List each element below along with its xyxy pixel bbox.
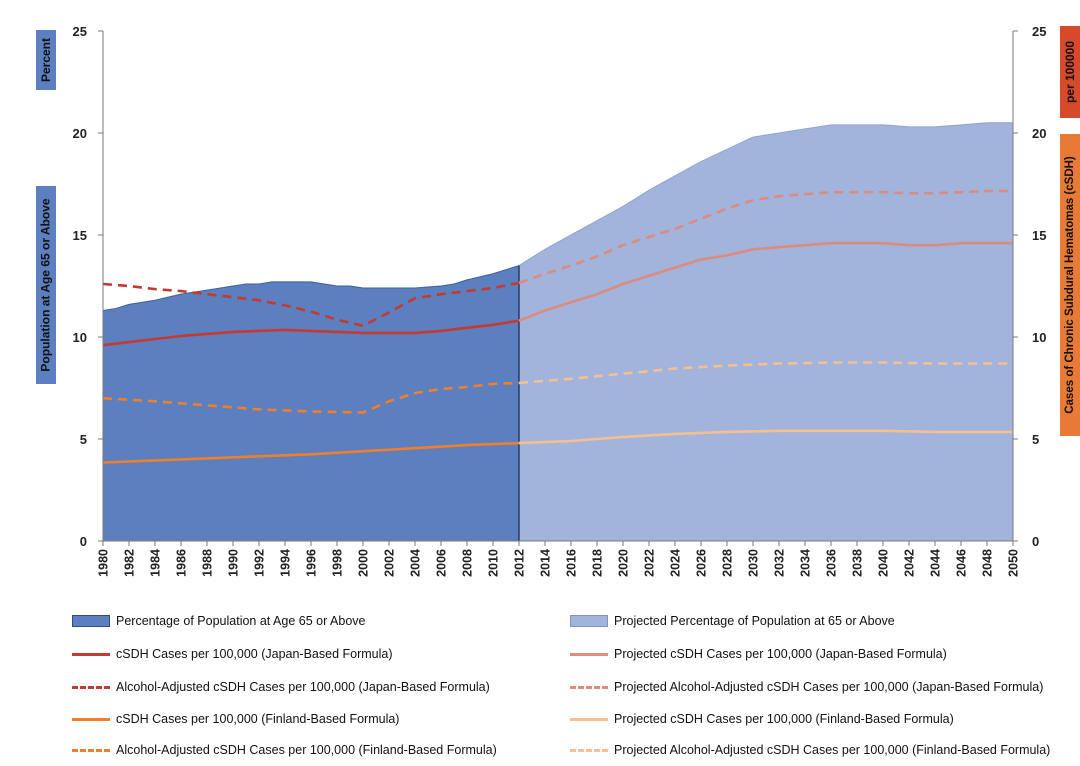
right-axis-unit-text: per 100000 — [1063, 40, 1077, 104]
x-tick-label: 2040 — [877, 549, 891, 577]
x-tick-label: 2008 — [461, 549, 475, 577]
x-tick-label: 2018 — [591, 549, 605, 577]
right-tick-label: 25 — [1032, 24, 1046, 39]
left-tick-label: 10 — [73, 330, 87, 345]
x-tick-label: 2030 — [747, 549, 761, 577]
series-line-7 — [518, 429, 1013, 445]
x-tick-label: 2034 — [799, 549, 813, 577]
left-axis-unit-text: Percent — [39, 37, 53, 83]
x-tick-label: 2038 — [851, 549, 865, 577]
x-tick-label: 2024 — [669, 549, 683, 577]
right-tick-label: 15 — [1032, 228, 1046, 243]
right-tick-label: 20 — [1032, 126, 1046, 141]
right-axis-title-text: Cases of Chronic Subdural Hematomas (cSD… — [1064, 156, 1076, 414]
x-tick-label: 2036 — [825, 549, 839, 577]
x-tick-label: 1994 — [279, 549, 293, 577]
right-axis-title: Cases of Chronic Subdural Hematomas (cSD… — [1060, 134, 1080, 436]
x-tick-label: 2012 — [513, 549, 527, 577]
x-tick-label: 2002 — [383, 549, 397, 577]
x-tick-label: 2006 — [435, 549, 449, 577]
x-tick-label: 1992 — [253, 549, 267, 577]
series-area-edge-1 — [518, 122, 1013, 267]
series-line-3 — [518, 241, 1013, 322]
x-tick-label: 2016 — [565, 549, 579, 577]
right-axis-unit-label: per 100000 — [1060, 26, 1080, 118]
series-line-2 — [102, 319, 520, 347]
x-tick-label: 1990 — [227, 549, 241, 577]
x-tick-label: 2014 — [539, 549, 553, 577]
right-tick-label: 0 — [1032, 534, 1039, 549]
series-line-6 — [102, 441, 520, 464]
x-tick-label: 2004 — [409, 549, 423, 577]
series-area-edge-0 — [102, 265, 520, 311]
x-tick-label: 2046 — [955, 549, 969, 577]
x-tick-label: 1998 — [331, 549, 345, 577]
left-tick-label: 25 — [73, 24, 87, 39]
x-tick-label: 2050 — [1007, 549, 1021, 577]
x-tick-label: 2042 — [903, 549, 917, 577]
left-axis-title-text: Population at Age 65 or Above — [39, 198, 54, 372]
x-tick-label: 2044 — [929, 549, 943, 577]
series-line-5 — [518, 189, 1013, 285]
x-tick-label: 2048 — [981, 549, 995, 577]
x-tick-label: 2022 — [643, 549, 657, 577]
x-tick-label: 2020 — [617, 549, 631, 577]
x-tick-label: 2028 — [721, 549, 735, 577]
x-tick-label: 2010 — [487, 549, 501, 577]
x-tick-label: 1982 — [123, 549, 137, 577]
left-tick-label: 0 — [80, 534, 87, 549]
x-tick-label: 1986 — [175, 549, 189, 577]
series-line-9 — [518, 361, 1013, 385]
series-area-1 — [519, 122, 1013, 542]
left-axis-unit-label: Percent — [36, 30, 56, 90]
left-axis-title: Population at Age 65 or Above — [36, 186, 56, 384]
series-line-8 — [102, 381, 520, 414]
x-tick-label: 1980 — [97, 549, 111, 577]
left-tick-label: 20 — [73, 126, 87, 141]
left-tick-label: 15 — [73, 228, 87, 243]
x-tick-label: 2000 — [357, 549, 371, 577]
x-tick-label: 2032 — [773, 549, 787, 577]
left-tick-label: 5 — [80, 432, 87, 447]
x-tick-label: 1996 — [305, 549, 319, 577]
right-tick-label: 10 — [1032, 330, 1046, 345]
x-tick-label: 1984 — [149, 549, 163, 577]
x-tick-label: 2026 — [695, 549, 709, 577]
right-tick-label: 5 — [1032, 432, 1039, 447]
x-tick-label: 1988 — [201, 549, 215, 577]
series-line-4 — [102, 281, 520, 328]
